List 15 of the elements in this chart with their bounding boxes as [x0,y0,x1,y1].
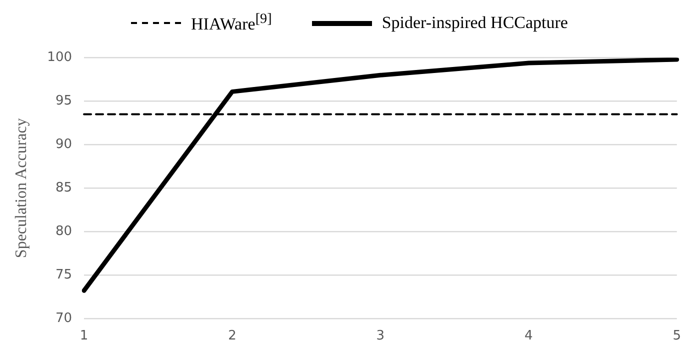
y-tick-label: 70 [55,310,72,326]
legend-label: HIAWare$^{[9]}$ [191,11,272,35]
x-tick-label: 4 [524,328,533,344]
y-tick-label: 85 [55,180,72,196]
y-tick-label: 80 [55,224,72,239]
x-tick-label: 2 [228,328,236,344]
y-tick-label: 75 [55,267,72,282]
x-tick-label: 5 [672,328,682,344]
x-tick-label: 3 [376,328,385,344]
y-axis-title: Speculation Accuracy [12,118,30,258]
legend-label: Spider-inspired HCCapture [382,13,568,33]
x-tick-label: 1 [80,328,88,344]
y-tick-label: 100 [47,50,72,66]
y-tick-label: 95 [55,94,72,109]
y-tick-label: 90 [55,137,72,152]
